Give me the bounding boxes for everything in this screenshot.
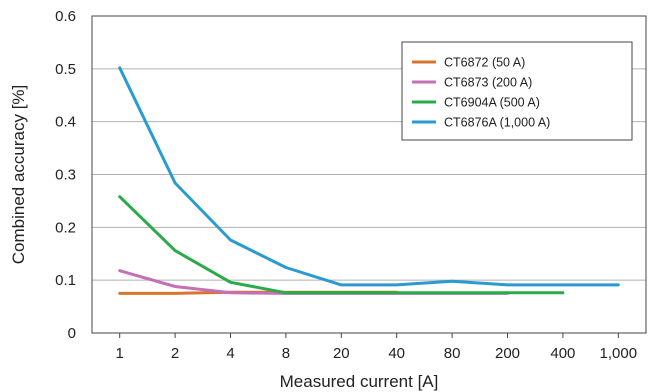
legend-label: CT6872 (50 A) [444, 56, 525, 70]
x-tick-label: 4 [226, 345, 234, 362]
x-axis-title: Measured current [A] [280, 372, 439, 391]
x-tick-label: 400 [550, 345, 575, 362]
series-line-3 [118, 66, 620, 287]
legend-label: CT6873 (200 A) [444, 76, 532, 90]
y-tick-label: 0.6 [55, 8, 76, 25]
y-axis-title: Combined accuracy [%] [9, 85, 28, 265]
legend: CT6872 (50 A) CT6873 (200 A) CT6904A (500 … [401, 41, 633, 141]
y-tick-label: 0.1 [55, 272, 76, 289]
y-tick-label: 0.4 [55, 114, 76, 131]
legend-label: CT6876A (1,000 A) [444, 116, 550, 130]
y-tick-label: 0 [68, 325, 76, 342]
series-line-2 [118, 195, 565, 295]
y-tick-label: 0.3 [55, 167, 76, 184]
x-tick-label: 80 [444, 345, 461, 362]
y-tick-label: 0.5 [55, 61, 76, 78]
legend-label: CT6904A (500 A) [444, 96, 540, 110]
x-axis-ticks: 1 2 4 8 20 40 80 200 400 1,000 [116, 333, 638, 362]
x-tick-label: 2 [171, 345, 179, 362]
plot-area-frame [91, 15, 647, 334]
x-tick-label: 8 [282, 345, 290, 362]
legend-box [401, 41, 633, 141]
y-axis-ticks: 0 0.1 0.2 0.3 0.4 0.5 0.6 [55, 8, 76, 342]
x-tick-label: 1 [116, 345, 124, 362]
x-tick-label: 40 [388, 345, 405, 362]
x-tick-label: 200 [495, 345, 520, 362]
series-lines [118, 66, 620, 295]
y-tick-label: 0.2 [55, 219, 76, 236]
x-tick-label: 1,000 [600, 345, 638, 362]
x-tick-label: 20 [333, 345, 350, 362]
